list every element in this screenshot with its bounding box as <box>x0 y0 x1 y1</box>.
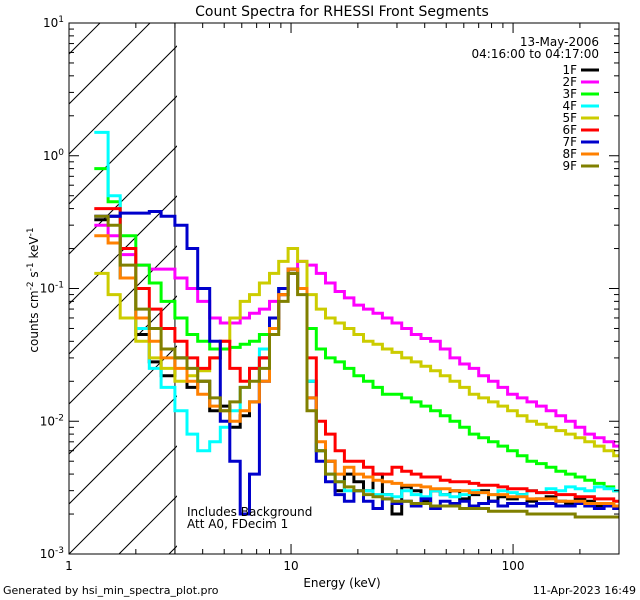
hatch-line <box>69 245 177 355</box>
series-line-8F <box>94 234 619 508</box>
hatch-line <box>69 45 177 155</box>
hatch-line <box>69 345 177 455</box>
hatch-line <box>69 195 177 305</box>
series-line-1F <box>94 214 619 516</box>
legend-label-7F: 7F <box>562 135 577 149</box>
x-axis-label: Energy (keV) <box>303 576 380 590</box>
hatch-line <box>519 0 640 554</box>
y-axis-label: counts cm-2 s-1 keV-1 <box>26 227 41 352</box>
hatch-line <box>569 0 640 554</box>
hatch-line <box>69 445 177 554</box>
footer-generated-by: Generated by hsi_min_spectra_plot.pro <box>3 584 219 597</box>
y-tick-label-1e0: 100 <box>43 148 64 163</box>
legend-label-8F: 8F <box>562 147 577 161</box>
x-tick-label-10: 10 <box>283 559 298 573</box>
hatch-line <box>69 23 101 55</box>
series-line-7F <box>94 210 619 516</box>
annotation-attenuator: Att A0, FDecim 1 <box>187 517 288 531</box>
x-tick-labels: 1 10 100 <box>65 559 524 573</box>
legend-label-9F: 9F <box>562 159 577 173</box>
legend-label-5F: 5F <box>562 111 577 125</box>
hatch-line <box>619 0 640 554</box>
legend-label-4F: 4F <box>562 99 577 113</box>
legend-label-1F: 1F <box>562 63 577 77</box>
series-line-3F <box>94 167 619 493</box>
hatch-line <box>69 95 177 205</box>
series-line-9F <box>94 214 619 519</box>
hatch-line <box>419 0 640 554</box>
observation-date: 13-May-2006 <box>520 35 599 49</box>
x-tick-label-100: 100 <box>502 559 525 573</box>
hatch-line <box>69 23 151 105</box>
legend-label-3F: 3F <box>562 87 577 101</box>
y-tick-label-1e-3: 10-3 <box>40 546 64 561</box>
y-tick-label-1e-2: 10-2 <box>40 413 64 428</box>
axis-ticks <box>68 23 620 555</box>
footer-timestamp: 11-Apr-2023 16:49 <box>533 584 636 597</box>
hatch-line <box>69 395 177 505</box>
y-tick-label-1e-1: 10-1 <box>40 281 64 296</box>
series-line-4F <box>94 130 619 499</box>
series-line-5F <box>94 247 619 458</box>
y-tick-labels: 10-3 10-2 10-1 100 101 <box>40 15 65 561</box>
x-tick-label-1: 1 <box>65 559 73 573</box>
hatch-line <box>0 0 119 554</box>
y-tick-label-1e1: 101 <box>43 15 64 30</box>
legend-label-6F: 6F <box>562 123 577 137</box>
time-range: 04:16:00 to 04:17:00 <box>472 47 599 61</box>
hatched-excluded-region <box>0 0 640 554</box>
spectra-series <box>94 130 619 519</box>
annotation-background: Includes Background <box>187 505 312 519</box>
legend-label-2F: 2F <box>562 75 577 89</box>
series-line-6F <box>94 207 619 503</box>
chart-title: Count Spectra for RHESSI Front Segments <box>195 4 489 20</box>
